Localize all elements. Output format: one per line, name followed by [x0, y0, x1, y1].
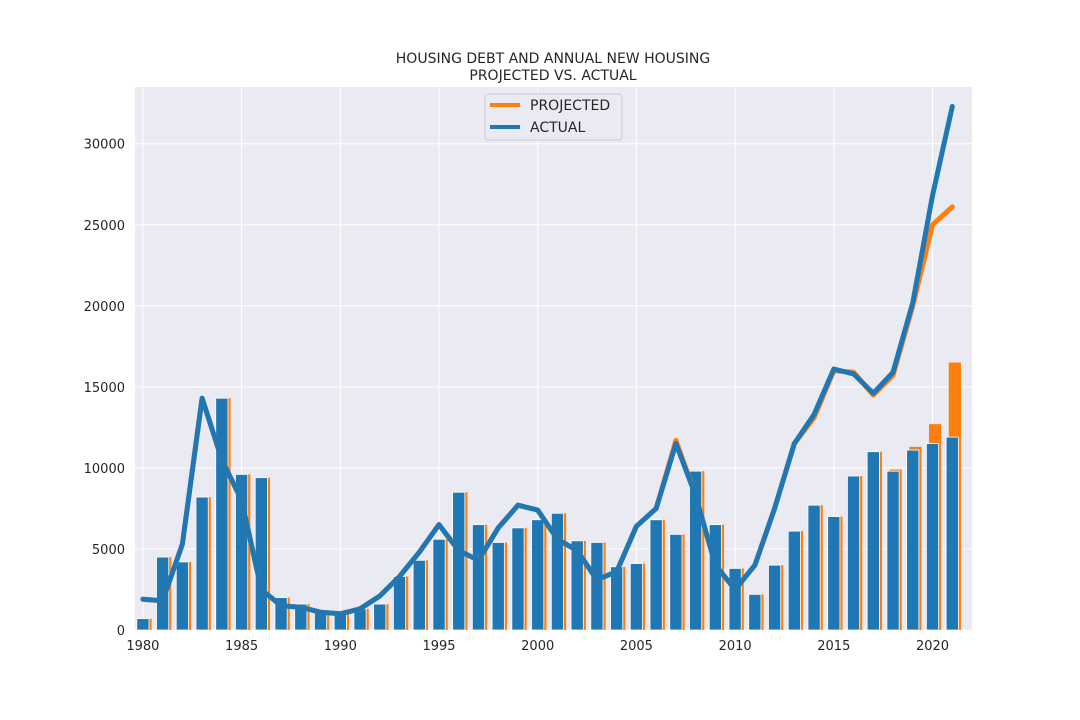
bar-actual-2016	[847, 475, 861, 631]
legend-actual-label: ACTUAL	[530, 120, 585, 136]
x-tick-label-2020: 2020	[916, 639, 949, 654]
bar-actual-2021	[945, 436, 959, 631]
bar-actual-2006	[649, 519, 663, 631]
bar-actual-1994	[412, 559, 426, 631]
y-tick-label-15000: 15000	[84, 381, 125, 396]
y-tick-label-0: 0	[117, 624, 125, 639]
bar-actual-2005	[629, 563, 643, 631]
bar-actual-1993	[393, 576, 407, 631]
bar-actual-2011	[748, 593, 762, 631]
bar-actual-2000	[531, 519, 545, 631]
bar-actual-1995	[432, 538, 446, 631]
chart-title-line-1: HOUSING DEBT AND ANNUAL NEW HOUSING	[396, 51, 710, 67]
bar-actual-1999	[511, 527, 525, 631]
bar-actual-2013	[787, 530, 801, 631]
legend: PROJECTED ACTUAL	[484, 93, 623, 141]
bar-layer	[136, 362, 961, 631]
bar-actual-2009	[708, 524, 722, 631]
x-tick-label-2015: 2015	[817, 639, 850, 654]
x-tick-label-1990: 1990	[324, 639, 357, 654]
bar-actual-2003	[590, 542, 604, 631]
bar-actual-2010	[728, 568, 742, 631]
line-layer	[140, 104, 955, 617]
bar-actual-2015	[827, 516, 841, 631]
bar-actual-1996	[452, 491, 466, 631]
bar-actual-2014	[807, 504, 821, 631]
x-tick-label-2010: 2010	[719, 639, 752, 654]
bar-actual-2020	[925, 443, 940, 631]
chart-title-line-2: PROJECTED VS. ACTUAL	[469, 68, 636, 84]
legend-projected-label: PROJECTED	[530, 98, 610, 114]
bar-actual-1982	[175, 561, 189, 631]
bar-actual-1997	[471, 524, 486, 631]
y-tick-label-30000: 30000	[84, 138, 125, 153]
bar-actual-2004	[610, 566, 624, 631]
bar-actual-1983	[195, 496, 209, 631]
x-tick-label-1985: 1985	[225, 639, 258, 654]
y-tick-label-5000: 5000	[92, 543, 125, 558]
bar-actual-1992	[373, 603, 387, 631]
bar-actual-1984	[215, 397, 229, 631]
line-actual	[140, 104, 955, 617]
bar-actual-2007	[669, 533, 683, 631]
bar-actual-1986	[254, 477, 268, 631]
bar-actual-1980	[136, 618, 150, 631]
x-tick-label-2000: 2000	[521, 639, 554, 654]
tick-layer: 1980 1985 1990 1995 2000 2005 2010 2015 2020 0 500…	[84, 138, 949, 654]
bar-actual-2019	[906, 449, 920, 631]
bar-actual-1998	[491, 542, 505, 631]
bar-actual-2002	[570, 540, 584, 631]
y-tick-label-10000: 10000	[84, 462, 125, 477]
y-tick-label-20000: 20000	[84, 300, 125, 315]
y-tick-label-25000: 25000	[84, 219, 125, 234]
x-tick-label-1980: 1980	[126, 639, 159, 654]
x-tick-label-1995: 1995	[422, 639, 455, 654]
bar-actual-2018	[886, 470, 900, 631]
bar-actual-2017	[866, 451, 880, 631]
x-tick-label-2005: 2005	[620, 639, 653, 654]
bar-actual-2012	[768, 564, 782, 631]
